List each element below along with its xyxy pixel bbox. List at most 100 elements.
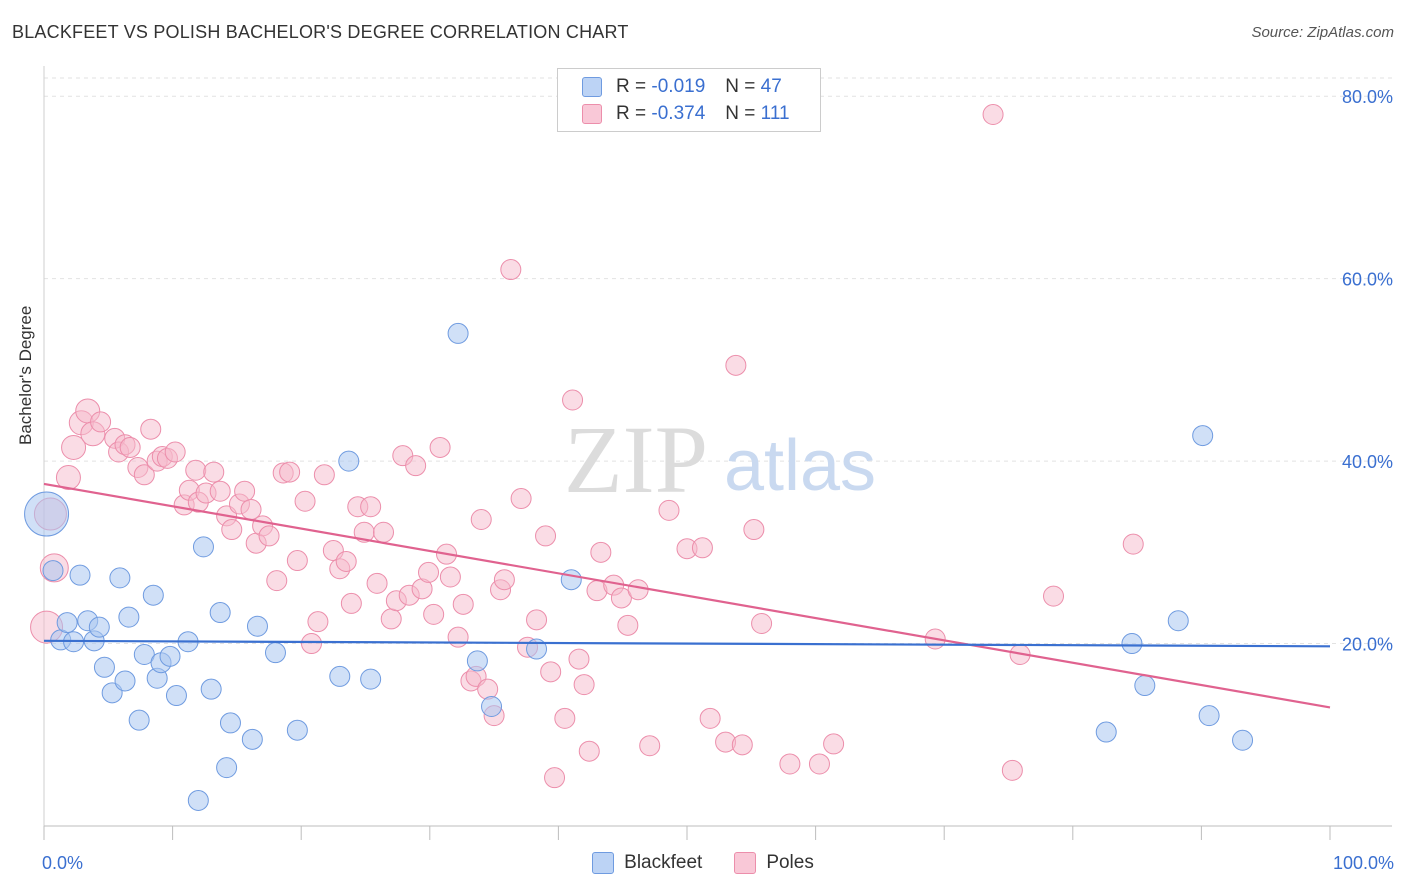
blackfeet-point bbox=[216, 757, 238, 779]
blackfeet-point bbox=[69, 564, 91, 586]
blackfeet-point bbox=[1232, 729, 1254, 751]
poles-point bbox=[617, 614, 639, 636]
poles-point bbox=[731, 734, 753, 756]
poles-point bbox=[429, 436, 451, 458]
watermark-zip: ZIP bbox=[564, 406, 708, 513]
poles-point bbox=[500, 259, 522, 281]
x-tick-label-min: 0.0% bbox=[42, 853, 83, 873]
series-swatch-blackfeet bbox=[592, 852, 615, 874]
poles-point bbox=[751, 612, 773, 634]
legend-r-value: -0.374 bbox=[651, 103, 706, 124]
poles-point bbox=[294, 490, 316, 512]
blackfeet-point bbox=[1095, 721, 1117, 743]
legend-n-value: 111 bbox=[760, 103, 790, 124]
legend-swatch-blackfeet bbox=[582, 77, 602, 97]
poles-point bbox=[258, 525, 280, 547]
axes bbox=[43, 66, 1392, 840]
legend-row-poles: R = -0.374 N = 111 bbox=[582, 102, 790, 126]
gridlines bbox=[44, 77, 1392, 645]
poles-point bbox=[627, 579, 649, 601]
legend-n-label: N = bbox=[725, 76, 756, 97]
blackfeet-point bbox=[142, 584, 164, 606]
poles-point bbox=[140, 418, 162, 440]
blackfeet-point bbox=[1192, 425, 1214, 447]
poles-point bbox=[526, 609, 548, 631]
poles-point bbox=[779, 753, 801, 775]
blackfeet-point bbox=[481, 696, 503, 718]
poles-point bbox=[234, 480, 256, 502]
y-tick-label: 60.0% bbox=[1342, 270, 1393, 290]
correlation-legend: R = -0.019 N = 47 R = -0.374 N = 111 bbox=[557, 68, 821, 132]
poles-point bbox=[221, 519, 243, 541]
blackfeet-point bbox=[128, 709, 150, 731]
y-tick-label: 20.0% bbox=[1342, 635, 1393, 655]
y-tick-label: 40.0% bbox=[1342, 452, 1393, 472]
zipatlas-watermark: ZIP atlas bbox=[564, 406, 876, 513]
blackfeet-point bbox=[165, 685, 187, 707]
blackfeet-point bbox=[1198, 705, 1220, 727]
poles-point bbox=[279, 461, 301, 483]
watermark-atlas: atlas bbox=[724, 426, 876, 506]
poles-point bbox=[743, 519, 765, 541]
poles-point bbox=[380, 608, 402, 630]
chart-title: BLACKFEET VS POLISH BACHELOR'S DEGREE CO… bbox=[12, 22, 629, 42]
blackfeet-point bbox=[114, 670, 136, 692]
poles-point bbox=[493, 569, 515, 591]
poles-point bbox=[510, 488, 532, 510]
poles-point bbox=[578, 740, 600, 762]
poles-point bbox=[470, 509, 492, 531]
poles-point bbox=[554, 707, 576, 729]
poles-point bbox=[544, 767, 566, 789]
blackfeet-point bbox=[56, 612, 78, 634]
poles-point bbox=[164, 441, 186, 463]
poles-point bbox=[418, 561, 440, 583]
poles-point bbox=[307, 611, 329, 633]
poles-point bbox=[562, 389, 584, 411]
poles-point bbox=[266, 570, 288, 592]
series-legend-blackfeet: Blackfeet bbox=[592, 852, 702, 874]
poles-point bbox=[366, 572, 388, 594]
poles-point bbox=[477, 678, 499, 700]
poles-point bbox=[335, 550, 357, 572]
series-legend: Blackfeet Poles bbox=[0, 852, 1406, 874]
poles-point bbox=[823, 733, 845, 755]
series-swatch-poles bbox=[734, 852, 757, 874]
legend-n-value: 47 bbox=[760, 76, 782, 97]
source-credit: Source: ZipAtlas.com bbox=[1251, 24, 1394, 41]
y-tick-label: 80.0% bbox=[1342, 87, 1393, 107]
blackfeet-point bbox=[118, 606, 140, 628]
blackfeet-point bbox=[286, 719, 308, 741]
blackfeet-point bbox=[1121, 633, 1143, 655]
poles-point bbox=[1043, 585, 1065, 607]
poles-point bbox=[313, 464, 335, 486]
legend-r-label: R = bbox=[616, 76, 647, 97]
poles-point bbox=[90, 411, 112, 433]
blackfeet-point bbox=[1134, 675, 1156, 697]
blackfeet-point bbox=[159, 645, 181, 667]
blackfeet-trend-line bbox=[43, 639, 1331, 648]
blackfeet-point bbox=[209, 602, 231, 624]
poles-point bbox=[610, 587, 632, 609]
poles-point bbox=[568, 648, 590, 670]
blackfeet-point bbox=[241, 728, 263, 750]
poles-point bbox=[1122, 533, 1144, 555]
y-axis-label: Bachelor's Degree bbox=[16, 305, 35, 445]
series-label-poles: Poles bbox=[766, 852, 814, 873]
poles-point bbox=[209, 480, 231, 502]
blackfeet-point bbox=[187, 789, 209, 811]
blackfeet-point bbox=[88, 616, 110, 638]
blackfeet-point bbox=[200, 678, 222, 700]
legend-r-label: R = bbox=[616, 103, 647, 124]
poles-point bbox=[447, 626, 469, 648]
blackfeet-point bbox=[219, 712, 241, 734]
blackfeet-point bbox=[264, 642, 286, 664]
poles-point bbox=[808, 753, 830, 775]
blackfeet-point bbox=[466, 650, 488, 672]
poles-point bbox=[373, 521, 395, 543]
blackfeet-point bbox=[560, 569, 582, 591]
poles-point bbox=[340, 592, 362, 614]
blackfeet-point bbox=[109, 567, 131, 589]
poles-trend-line bbox=[43, 482, 1331, 709]
poles-point bbox=[300, 633, 322, 655]
